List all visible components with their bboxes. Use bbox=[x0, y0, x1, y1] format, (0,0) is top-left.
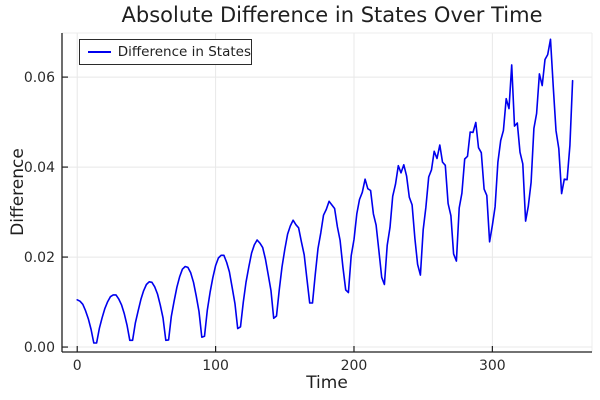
x-tick-labels: 0 100 200 300 bbox=[73, 358, 506, 374]
legend-line-sample bbox=[88, 51, 111, 53]
y-tick-label: 0.04 bbox=[24, 160, 55, 176]
x-tick-label: 300 bbox=[479, 358, 506, 374]
tick-marks bbox=[62, 76, 493, 352]
gridlines bbox=[62, 33, 592, 352]
legend: Difference in States bbox=[79, 39, 252, 65]
y-tick-label: 0.00 bbox=[24, 340, 55, 356]
data-line-difference-in-states bbox=[76, 38, 574, 344]
y-tick-labels: 0.00 0.02 0.04 0.06 bbox=[24, 70, 55, 356]
legend-label: Difference in States bbox=[117, 44, 251, 60]
x-axis-title: Time bbox=[306, 373, 348, 393]
chart-title: Absolute Difference in States Over Time bbox=[121, 3, 543, 27]
y-axis-title: Difference bbox=[8, 148, 28, 236]
y-tick-label: 0.06 bbox=[24, 70, 55, 86]
x-tick-label: 100 bbox=[202, 358, 229, 374]
x-tick-label: 0 bbox=[73, 358, 82, 374]
axis-frame bbox=[61, 32, 593, 353]
y-tick-label: 0.02 bbox=[24, 250, 55, 266]
x-tick-label: 200 bbox=[341, 358, 368, 374]
